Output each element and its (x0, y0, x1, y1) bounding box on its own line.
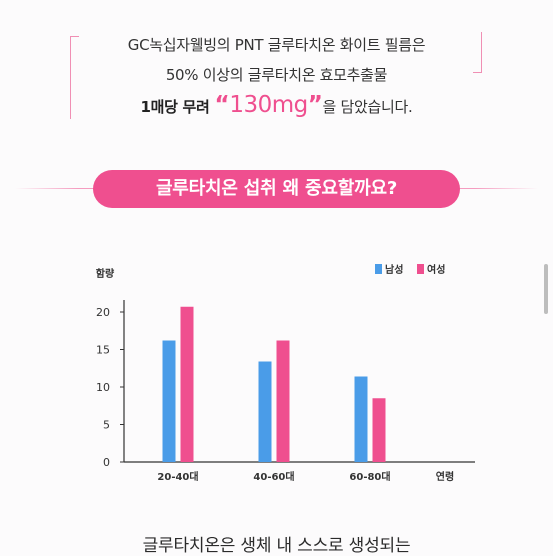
y-tick-label: 15 (96, 344, 110, 357)
open-quote: “ (214, 92, 230, 118)
x-tick-label: 20-40대 (157, 470, 198, 483)
scrollbar-thumb[interactable] (544, 264, 548, 314)
legend-label: 여성 (427, 263, 445, 276)
left-bracket-decoration (70, 36, 79, 119)
close-quote: ” (307, 92, 323, 118)
legend-swatch (375, 264, 382, 274)
body-text: 글루타치온은 생체 내 스스로 생성되는 (142, 536, 411, 556)
right-bracket-decoration (473, 32, 482, 73)
section-title-pill: 글루타치온 섭취 왜 중요할까요? (93, 170, 460, 208)
intro-line-1: GC녹십자웰빙의 PNT 글루타치온 화이트 필름은 (127, 36, 426, 54)
intro-line-3: 1매당 무려 “130mg”을 담았습니다. (0, 92, 553, 118)
y-tick-label: 0 (103, 456, 110, 469)
legend-label: 남성 (385, 263, 403, 276)
x-axis-label: 연령 (436, 470, 454, 483)
bar-male (162, 340, 176, 462)
intro-block: GC녹십자웰빙의 PNT 글루타치온 화이트 필름은 50% 이상의 글루타치온… (0, 0, 553, 150)
bar-female (180, 306, 194, 462)
y-tick-label: 20 (96, 306, 110, 319)
intro-line-2: 50% 이상의 글루타치온 효모추출물 (165, 66, 388, 84)
highlight-amount: 130mg (229, 92, 308, 118)
y-tick-label: 5 (103, 419, 110, 432)
legend-swatch (417, 264, 424, 274)
intro-line-3-prefix: 1매당 무려 (140, 98, 215, 116)
bar-female (372, 398, 386, 462)
bar-male (354, 376, 368, 462)
y-tick-label: 10 (96, 381, 110, 394)
y-axis-label: 함량 (96, 267, 115, 280)
bar-male (258, 361, 272, 462)
x-tick-label: 40-60대 (253, 470, 294, 483)
bar-female (276, 340, 290, 462)
intro-line-3-suffix: 을 담았습니다. (322, 98, 413, 116)
x-tick-label: 60-80대 (349, 470, 390, 483)
